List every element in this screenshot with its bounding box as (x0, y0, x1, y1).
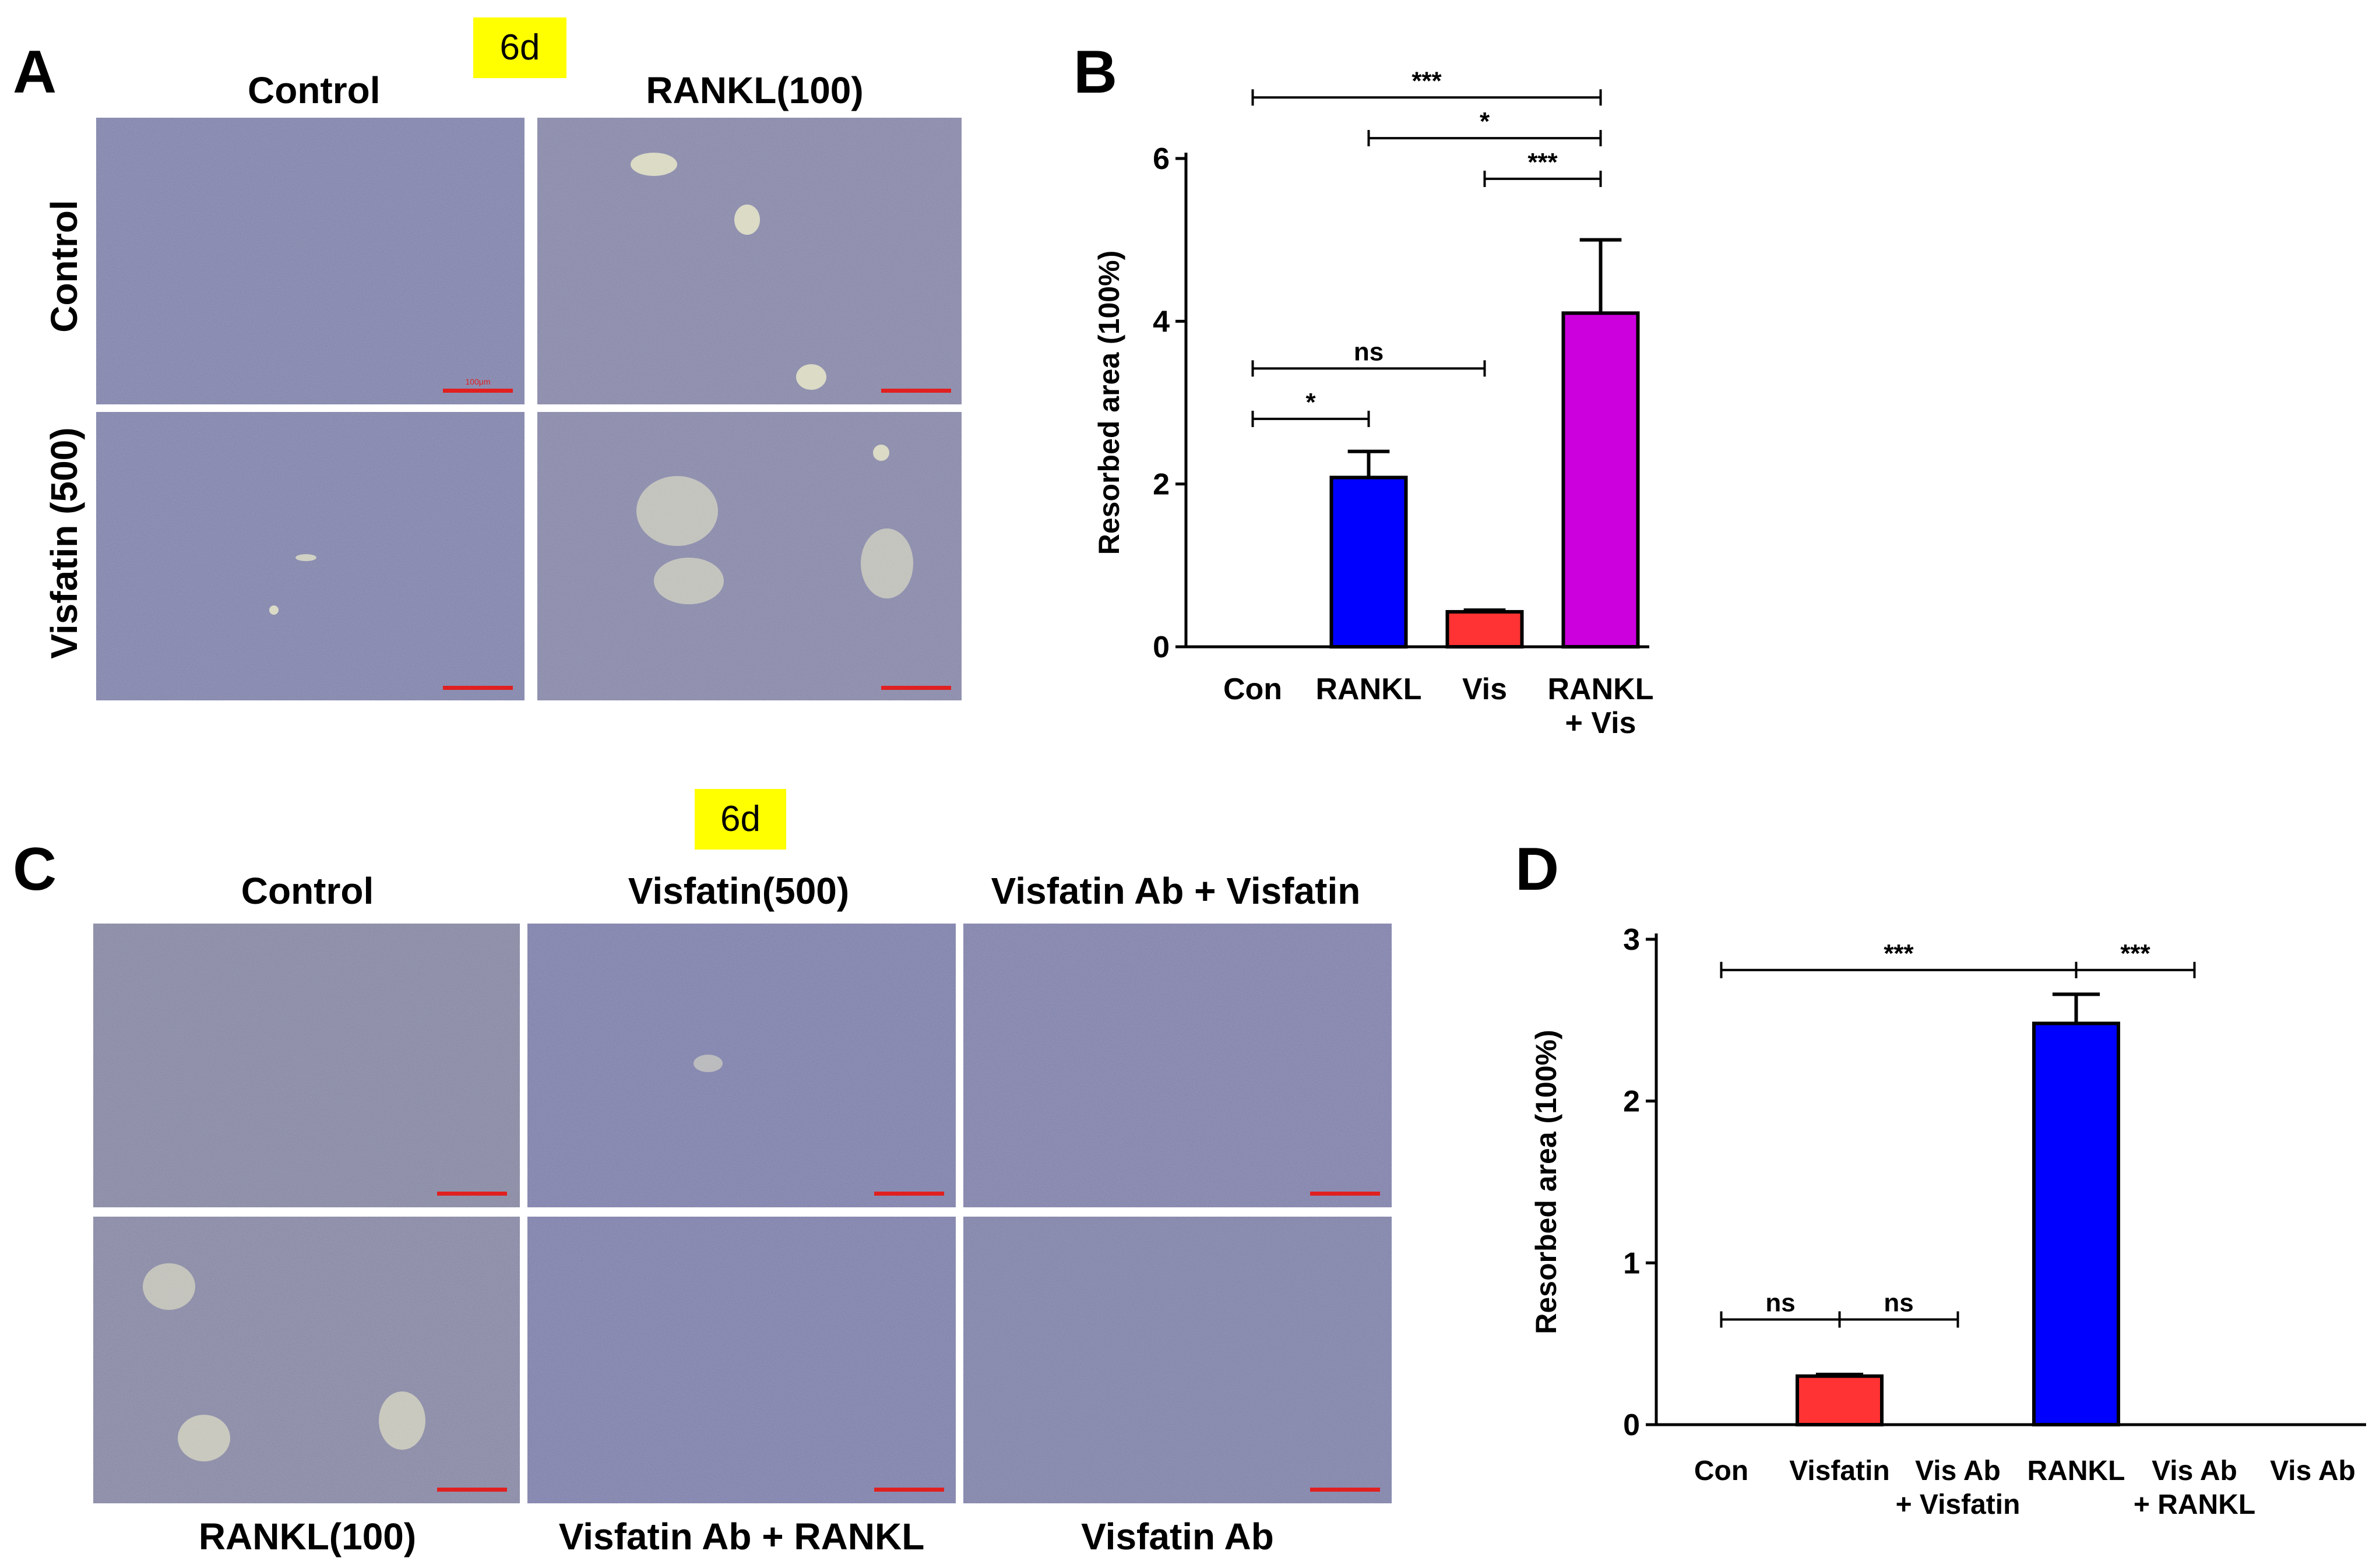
chart-b: 0 2 4 6 Resorbed area (100%) Con RANKL Vis RANKL… (1096, 66, 1654, 740)
y-axis-label: Resorbed area (100%) (1530, 1030, 1562, 1334)
micrograph-a-visfatin-rankl (537, 412, 962, 700)
significance-label: *** (1411, 66, 1442, 95)
micrograph-c-visab-visfatin (963, 924, 1392, 1207)
y-tick-label: 0 (1153, 630, 1170, 664)
category-label: Con (1223, 672, 1282, 706)
y-tick-label: 4 (1153, 305, 1170, 339)
significance-label: ns (1765, 1289, 1795, 1317)
y-tick-label: 1 (1623, 1246, 1640, 1280)
significance-label: * (1480, 107, 1490, 136)
category-label: Con (1694, 1456, 1748, 1486)
panel-c-header-visab-visfatin: Visfatin Ab + Visfatin (991, 870, 1361, 912)
category-label: Vis (1462, 672, 1507, 706)
significance-label: *** (1527, 148, 1558, 177)
bar (1561, 311, 1640, 649)
panel-c-header-visab: Visfatin Ab (1081, 1516, 1274, 1558)
micrograph-c-visab-rankl (527, 1217, 956, 1503)
panel-c-time-tag: 6d (695, 789, 786, 850)
category-label: Vis Ab (2270, 1456, 2356, 1486)
micrograph-a-control-rankl (537, 118, 962, 404)
panel-b-letter: B (1073, 38, 1118, 106)
panel-a-row-header-control: Control (43, 200, 85, 333)
y-tick-label: 0 (1623, 1408, 1640, 1442)
significance-label: *** (1884, 939, 1914, 968)
bar (1329, 475, 1408, 649)
y-axis-label: Resorbed area (100%) (1096, 251, 1125, 555)
category-label: Visfatin (1789, 1456, 1890, 1486)
micrograph-c-control (93, 924, 520, 1207)
panel-d-letter: D (1515, 836, 1560, 903)
bar (2032, 1021, 2120, 1427)
y-tick-label: 2 (1153, 468, 1170, 502)
y-tick-label: 3 (1623, 923, 1640, 957)
bar (1796, 1374, 1884, 1427)
chart-d: 0 1 2 3 Resorbed area (100%) Con Visfatin Vis A… (1530, 923, 2366, 1520)
micrograph-a-visfatin-control (96, 412, 525, 700)
panel-c-header-rankl: RANKL(100) (198, 1516, 417, 1558)
micrograph-c-visab (963, 1217, 1392, 1503)
y-tick-label: 2 (1623, 1085, 1640, 1119)
category-label: + RANKL (2134, 1489, 2255, 1520)
significance-label: *** (2120, 939, 2150, 968)
significance-label: ns (1884, 1289, 1913, 1317)
category-label: + Vis (1565, 706, 1636, 740)
panel-a-time-tag: 6d (473, 17, 566, 78)
category-label: RANKL (2027, 1456, 2125, 1486)
micrograph-a-control-control: 100μm (96, 118, 525, 404)
micrograph-c-visfatin (527, 924, 956, 1207)
category-label: RANKL (1316, 672, 1422, 706)
panel-c-header-visab-rankl: Visfatin Ab + RANKL (558, 1516, 925, 1558)
bar (1445, 609, 1524, 649)
significance-label: * (1305, 388, 1316, 417)
panel-c-header-visfatin: Visfatin(500) (628, 870, 850, 912)
panel-a-col-header-rankl: RANKL(100) (646, 69, 864, 111)
y-tick-label: 6 (1153, 142, 1170, 176)
category-label: Vis Ab (1915, 1456, 2001, 1486)
category-label: + Visfatin (1896, 1489, 2021, 1520)
panel-c-letter: C (13, 836, 57, 903)
significance-label: ns (1354, 337, 1384, 366)
category-label: RANKL (1548, 672, 1654, 706)
panel-a-col-header-control: Control (248, 69, 381, 111)
micrograph-c-rankl (93, 1217, 520, 1503)
category-label: Vis Ab (2152, 1456, 2237, 1486)
panel-a-row-header-visfatin: Visfatin (500) (43, 427, 85, 659)
panel-a-letter: A (13, 38, 57, 106)
panel-c-header-control: Control (241, 870, 374, 912)
scale-bar-label: 100μm (465, 377, 490, 386)
